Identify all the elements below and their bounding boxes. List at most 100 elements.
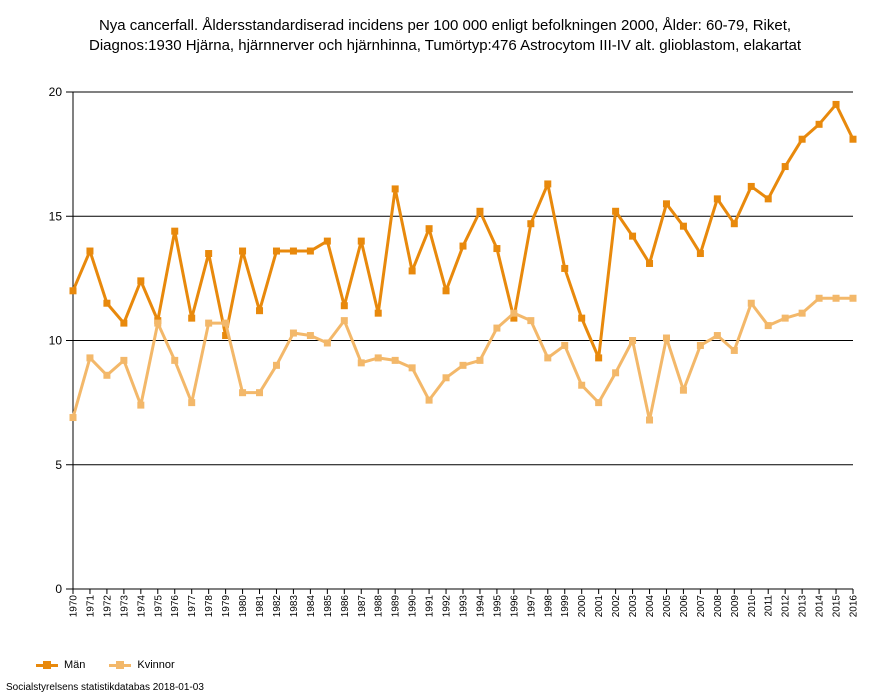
data-point[interactable] <box>527 220 535 228</box>
data-point[interactable] <box>493 324 501 332</box>
data-point[interactable] <box>425 396 433 404</box>
data-point[interactable] <box>391 185 399 193</box>
data-point[interactable] <box>476 356 484 364</box>
data-point[interactable] <box>730 220 738 228</box>
data-point[interactable] <box>205 250 213 258</box>
data-point[interactable] <box>86 247 94 255</box>
data-point[interactable] <box>340 302 348 310</box>
data-point[interactable] <box>86 354 94 362</box>
data-point[interactable] <box>781 163 789 171</box>
legend-item-man[interactable]: Män <box>36 658 85 672</box>
data-point[interactable] <box>832 100 840 108</box>
data-point[interactable] <box>171 227 179 235</box>
data-point[interactable] <box>272 247 280 255</box>
data-point[interactable] <box>578 381 586 389</box>
data-point[interactable] <box>612 369 620 377</box>
data-point[interactable] <box>646 416 654 424</box>
data-point[interactable] <box>832 294 840 302</box>
x-tick-label: 2002 <box>611 595 622 618</box>
data-point[interactable] <box>103 371 111 379</box>
data-point[interactable] <box>256 307 264 315</box>
data-point[interactable] <box>493 245 501 253</box>
data-point[interactable] <box>442 287 450 295</box>
data-point[interactable] <box>391 356 399 364</box>
data-point[interactable] <box>561 264 569 272</box>
data-point[interactable] <box>662 200 670 208</box>
data-point[interactable] <box>679 222 687 230</box>
data-point[interactable] <box>713 195 721 203</box>
data-point[interactable] <box>544 180 552 188</box>
data-point[interactable] <box>544 354 552 362</box>
data-point[interactable] <box>646 259 654 267</box>
data-point[interactable] <box>323 237 331 245</box>
x-tick-label: 1994 <box>475 595 486 618</box>
data-point[interactable] <box>425 225 433 233</box>
data-point[interactable] <box>256 389 264 397</box>
data-point[interactable] <box>815 294 823 302</box>
data-point[interactable] <box>205 319 213 327</box>
data-point[interactable] <box>798 135 806 143</box>
data-point[interactable] <box>357 237 365 245</box>
data-point[interactable] <box>188 399 196 407</box>
data-point[interactable] <box>815 120 823 128</box>
data-point[interactable] <box>120 356 128 364</box>
data-point[interactable] <box>323 339 331 347</box>
data-point[interactable] <box>747 182 755 190</box>
data-point[interactable] <box>239 247 247 255</box>
data-point[interactable] <box>357 359 365 367</box>
data-point[interactable] <box>510 309 518 317</box>
data-point[interactable] <box>612 207 620 215</box>
data-point[interactable] <box>306 247 314 255</box>
data-point[interactable] <box>69 414 77 422</box>
data-point[interactable] <box>306 332 314 340</box>
data-point[interactable] <box>289 247 297 255</box>
data-point[interactable] <box>459 361 467 369</box>
data-point[interactable] <box>849 135 857 143</box>
data-point[interactable] <box>764 322 772 330</box>
data-point[interactable] <box>374 309 382 317</box>
data-point[interactable] <box>747 299 755 307</box>
data-point[interactable] <box>103 299 111 307</box>
data-point[interactable] <box>764 195 772 203</box>
data-point[interactable] <box>476 207 484 215</box>
data-point[interactable] <box>137 401 145 409</box>
data-point[interactable] <box>662 334 670 342</box>
data-point[interactable] <box>239 389 247 397</box>
legend-item-kvinnor[interactable]: Kvinnor <box>109 658 175 672</box>
data-point[interactable] <box>527 317 535 325</box>
data-point[interactable] <box>289 329 297 337</box>
data-point[interactable] <box>679 386 687 394</box>
x-tick-label: 2015 <box>832 595 843 618</box>
data-point[interactable] <box>69 287 77 295</box>
data-point[interactable] <box>629 337 637 344</box>
data-point[interactable] <box>120 319 128 327</box>
data-point[interactable] <box>849 294 857 302</box>
data-point[interactable] <box>730 346 738 354</box>
x-tick-label: 1973 <box>119 595 130 618</box>
data-point[interactable] <box>781 314 789 322</box>
data-point[interactable] <box>374 354 382 362</box>
data-point[interactable] <box>188 314 196 322</box>
data-point[interactable] <box>798 309 806 317</box>
data-point[interactable] <box>272 361 280 369</box>
data-point[interactable] <box>595 354 603 362</box>
data-point[interactable] <box>595 399 603 407</box>
data-point[interactable] <box>561 341 569 349</box>
data-point[interactable] <box>340 317 348 325</box>
data-point[interactable] <box>154 319 162 327</box>
data-point[interactable] <box>578 314 586 322</box>
data-point[interactable] <box>629 232 637 240</box>
data-point[interactable] <box>222 332 230 340</box>
x-tick-label: 1976 <box>170 595 181 618</box>
data-point[interactable] <box>222 319 230 327</box>
data-point[interactable] <box>137 277 145 285</box>
data-point[interactable] <box>442 374 450 382</box>
data-point[interactable] <box>696 341 704 349</box>
data-point[interactable] <box>713 332 721 340</box>
data-point[interactable] <box>696 250 704 258</box>
data-point[interactable] <box>510 314 518 322</box>
data-point[interactable] <box>408 364 416 372</box>
data-point[interactable] <box>459 242 467 250</box>
data-point[interactable] <box>171 356 179 364</box>
data-point[interactable] <box>408 267 416 275</box>
